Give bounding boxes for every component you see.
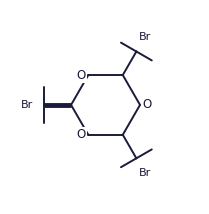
Text: Br: Br [21,100,33,110]
Text: O: O [76,128,86,141]
Text: O: O [143,98,152,111]
Text: O: O [76,68,86,82]
Text: Br: Br [139,32,151,42]
Text: Br: Br [139,168,151,178]
